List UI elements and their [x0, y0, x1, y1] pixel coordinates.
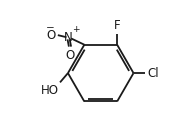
Text: Cl: Cl — [147, 67, 159, 80]
Text: F: F — [114, 19, 120, 32]
Text: N: N — [64, 31, 73, 44]
Text: +: + — [72, 25, 80, 34]
Text: HO: HO — [40, 84, 58, 97]
Text: O: O — [46, 29, 56, 42]
Text: O: O — [65, 49, 75, 62]
Text: −: − — [46, 23, 55, 33]
